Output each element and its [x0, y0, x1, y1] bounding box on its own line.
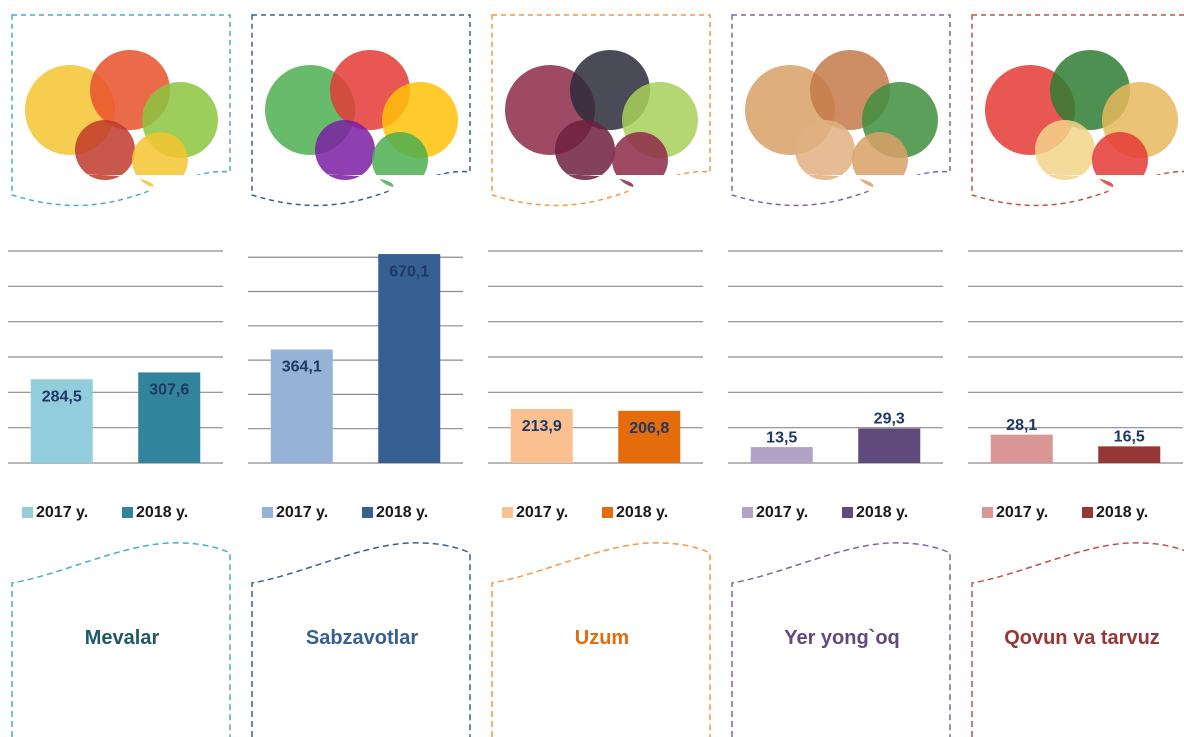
- data-label: 364,1: [282, 359, 322, 376]
- picture-frame: [491, 14, 711, 207]
- legend-swatch: [982, 507, 993, 518]
- chart-title: Mevalar: [84, 627, 160, 649]
- data-label: 28,1: [1006, 417, 1037, 434]
- legend-swatch: [502, 507, 513, 518]
- bar: [30, 379, 93, 463]
- legend-label: 2018 y.: [136, 504, 188, 521]
- bar: [1098, 446, 1161, 463]
- title-card: [731, 542, 951, 737]
- legend-label: 2017 y.: [516, 504, 568, 521]
- picture-shape: [1035, 120, 1095, 180]
- bar: [138, 372, 201, 463]
- data-label: 29,3: [874, 411, 905, 428]
- data-label: 670,1: [389, 263, 429, 280]
- data-label: 284,5: [42, 388, 82, 405]
- legend-swatch: [602, 507, 613, 518]
- title-card: [971, 542, 1184, 737]
- bar: [270, 349, 333, 463]
- picture-shape: [795, 120, 855, 180]
- legend-swatch: [742, 507, 753, 518]
- picture-shape: [555, 120, 615, 180]
- picture-shape: [132, 132, 188, 188]
- bar: [510, 409, 573, 463]
- bar: [750, 447, 813, 463]
- title-card: [251, 542, 471, 737]
- data-label: 13,5: [766, 429, 797, 446]
- picture-mask: [10, 174, 232, 235]
- legend-label: 2018 y.: [856, 504, 908, 521]
- picture-frame: [731, 14, 951, 207]
- bar: [618, 410, 681, 463]
- picture-mask: [970, 174, 1184, 235]
- legend-label: 2017 y.: [996, 504, 1048, 521]
- title-card: [491, 542, 711, 737]
- picture-mask: [490, 174, 712, 235]
- picture-shape: [1092, 132, 1148, 188]
- data-label: 307,6: [149, 382, 189, 399]
- legend-swatch: [1082, 507, 1093, 518]
- picture-shape: [372, 132, 428, 188]
- bar: [990, 434, 1053, 463]
- chart-title: Uzum: [574, 627, 630, 649]
- legend-swatch: [362, 507, 373, 518]
- data-label: 16,5: [1114, 429, 1145, 446]
- legend-label: 2018 y.: [616, 504, 668, 521]
- chart-title: Sabzavotlar: [305, 627, 419, 649]
- data-label: 206,8: [629, 420, 669, 437]
- data-label: 213,9: [522, 418, 562, 435]
- legend-swatch: [262, 507, 273, 518]
- picture-frame: [11, 14, 231, 207]
- chart-title: Yer yong`oq: [784, 627, 900, 649]
- legend-swatch: [122, 507, 133, 518]
- legend-label: 2017 y.: [36, 504, 88, 521]
- bar: [858, 428, 921, 463]
- chart-title: Qovun va tarvuz: [1004, 627, 1160, 649]
- picture-frame: [971, 14, 1184, 207]
- title-card: [11, 542, 231, 737]
- legend-label: 2018 y.: [1096, 504, 1148, 521]
- bar: [378, 254, 441, 463]
- picture-shape: [612, 132, 668, 188]
- picture-frame: [251, 14, 471, 207]
- legend-label: 2017 y.: [756, 504, 808, 521]
- picture-shape: [315, 120, 375, 180]
- picture-mask: [250, 174, 472, 235]
- legend-label: 2018 y.: [376, 504, 428, 521]
- picture-shape: [75, 120, 135, 180]
- legend-label: 2017 y.: [276, 504, 328, 521]
- picture-mask: [730, 174, 952, 235]
- picture-shape: [852, 132, 908, 188]
- legend-swatch: [22, 507, 33, 518]
- legend-swatch: [842, 507, 853, 518]
